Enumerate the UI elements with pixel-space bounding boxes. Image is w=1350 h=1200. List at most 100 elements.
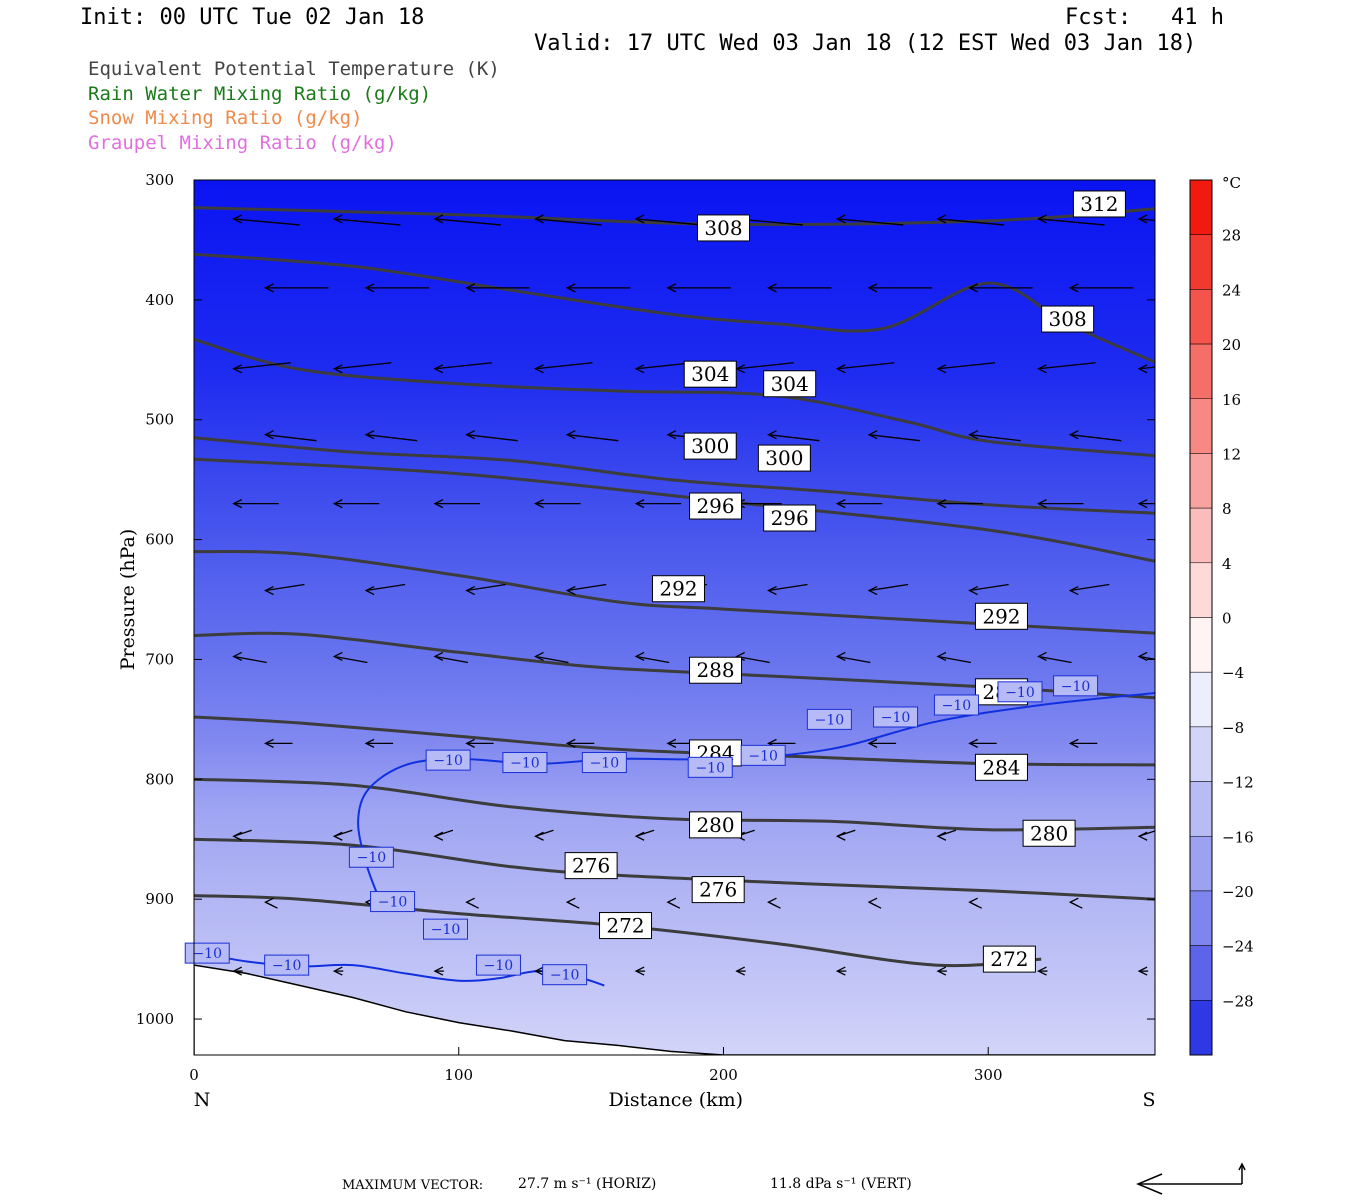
svg-text:272: 272 bbox=[990, 947, 1028, 971]
theta-e-label: 280 bbox=[1022, 819, 1076, 847]
init-time: Init: 00 UTC Tue 02 Jan 18 bbox=[80, 5, 425, 30]
wind-vector bbox=[1137, 651, 1155, 662]
wind-vector bbox=[936, 966, 947, 976]
svg-text:−10: −10 bbox=[192, 946, 222, 962]
x-tick-label: 300 bbox=[974, 1066, 1003, 1084]
svg-text:300: 300 bbox=[765, 446, 803, 470]
wind-vector bbox=[264, 738, 293, 748]
legend-rain-water: Rain Water Mixing Ratio (g/kg) bbox=[88, 83, 432, 105]
colorbar-box bbox=[1189, 781, 1213, 837]
theta-e-contour-276 bbox=[194, 837, 1155, 901]
svg-text:280: 280 bbox=[696, 813, 734, 837]
wind-vector bbox=[767, 283, 832, 293]
theta-e-label: 292 bbox=[651, 575, 705, 603]
theta-e-label: 288 bbox=[689, 656, 743, 684]
wind-vector bbox=[565, 738, 595, 748]
colorbar-tick-label: 4 bbox=[1222, 555, 1232, 573]
wind-vector bbox=[264, 283, 329, 293]
wind-vector bbox=[835, 651, 871, 664]
svg-text:−10: −10 bbox=[550, 968, 580, 984]
theta-e-contour-300 bbox=[194, 436, 1155, 515]
wind-vector bbox=[1137, 214, 1155, 224]
wind-vector bbox=[1068, 738, 1098, 748]
temperature-label: −10 bbox=[933, 694, 979, 716]
wind-vector bbox=[735, 651, 770, 664]
svg-text:296: 296 bbox=[696, 494, 734, 518]
temperature-label: −10 bbox=[348, 846, 394, 868]
wind-vector bbox=[332, 651, 368, 664]
colorbar: °C 28 24 20 16 12 8 4 0 −4 −8 −12 −16 −20 −24 −28 bbox=[1189, 174, 1254, 1056]
theta-e-label: 276 bbox=[691, 876, 745, 904]
wind-vector bbox=[364, 430, 418, 442]
svg-text:292: 292 bbox=[982, 604, 1020, 628]
x-end-label-north: N bbox=[194, 1089, 211, 1111]
wind-vector bbox=[465, 430, 518, 442]
temperature-label: −10 bbox=[687, 756, 733, 778]
wind-vector bbox=[433, 214, 501, 226]
svg-text:292: 292 bbox=[659, 577, 697, 601]
colorbar-tick-label: −16 bbox=[1222, 828, 1254, 846]
wind-vector bbox=[565, 283, 631, 293]
temperature-label: −10 bbox=[542, 964, 588, 986]
wind-vector bbox=[264, 897, 278, 909]
y-tick-label: 800 bbox=[145, 770, 174, 788]
wind-vector bbox=[968, 738, 997, 748]
x-tick-label: 0 bbox=[189, 1066, 199, 1084]
plot-contents bbox=[194, 206, 1155, 1055]
temperature-label: −10 bbox=[502, 752, 548, 774]
wind-vector bbox=[534, 214, 602, 226]
y-tick-label: 600 bbox=[145, 531, 174, 549]
theta-e-label: 300 bbox=[757, 444, 811, 472]
svg-text:308: 308 bbox=[704, 216, 742, 240]
wind-vector bbox=[232, 966, 243, 976]
colorbar-tick-label: −24 bbox=[1222, 938, 1254, 956]
theta-e-label: 308 bbox=[1041, 305, 1095, 333]
temperature-label: −10 bbox=[423, 918, 469, 940]
wind-vector bbox=[867, 897, 882, 909]
svg-text:272: 272 bbox=[606, 914, 644, 938]
wind-vector bbox=[936, 214, 1004, 226]
svg-text:−10: −10 bbox=[433, 753, 463, 769]
colorbar-tick-label: 28 bbox=[1222, 227, 1241, 245]
wind-vector bbox=[1137, 499, 1155, 509]
x-tick-label: 200 bbox=[709, 1066, 738, 1084]
theta-e-label: 300 bbox=[683, 432, 737, 460]
wind-vector bbox=[1037, 362, 1096, 374]
wind-vector bbox=[1037, 651, 1072, 664]
theta-e-label: 312 bbox=[1072, 190, 1126, 218]
colorbar-box bbox=[1189, 1000, 1213, 1056]
y-tick-label: 900 bbox=[145, 890, 174, 908]
colorbar-tick-label: 24 bbox=[1222, 281, 1241, 299]
wind-vector bbox=[465, 283, 530, 293]
y-tick-label: 500 bbox=[145, 411, 174, 429]
theta-e-label: 276 bbox=[564, 852, 618, 880]
x-tick-label: 100 bbox=[444, 1066, 473, 1084]
colorbar-box bbox=[1189, 890, 1213, 946]
y-tick-label: 300 bbox=[145, 171, 174, 189]
wind-vector bbox=[433, 362, 492, 374]
svg-text:308: 308 bbox=[1049, 307, 1087, 331]
y-tick-label: 400 bbox=[145, 291, 174, 309]
wind-vector bbox=[767, 430, 820, 442]
svg-text:304: 304 bbox=[691, 362, 729, 386]
svg-text:280: 280 bbox=[1030, 821, 1068, 845]
colorbar-tick-label: −4 bbox=[1222, 664, 1244, 682]
wind-vector bbox=[835, 829, 856, 841]
wind-vector bbox=[433, 829, 454, 841]
theta-e-label: 296 bbox=[689, 492, 743, 520]
wind-vector bbox=[936, 651, 972, 664]
temperature-label: −10 bbox=[740, 744, 786, 766]
wind-vector bbox=[835, 362, 895, 374]
wind-vector bbox=[767, 583, 808, 596]
svg-text:300: 300 bbox=[691, 434, 729, 458]
wind-vector bbox=[634, 499, 682, 509]
theta-e-contour-304 bbox=[194, 337, 1155, 458]
colorbar-box bbox=[1189, 343, 1213, 399]
theta-e-contour-308 bbox=[194, 252, 1155, 364]
colorbar-box bbox=[1189, 562, 1213, 618]
svg-text:−10: −10 bbox=[484, 958, 514, 974]
svg-text:−10: −10 bbox=[357, 850, 387, 866]
wind-vector bbox=[1037, 214, 1105, 226]
wind-vector bbox=[565, 897, 580, 909]
svg-text:−10: −10 bbox=[272, 958, 302, 974]
